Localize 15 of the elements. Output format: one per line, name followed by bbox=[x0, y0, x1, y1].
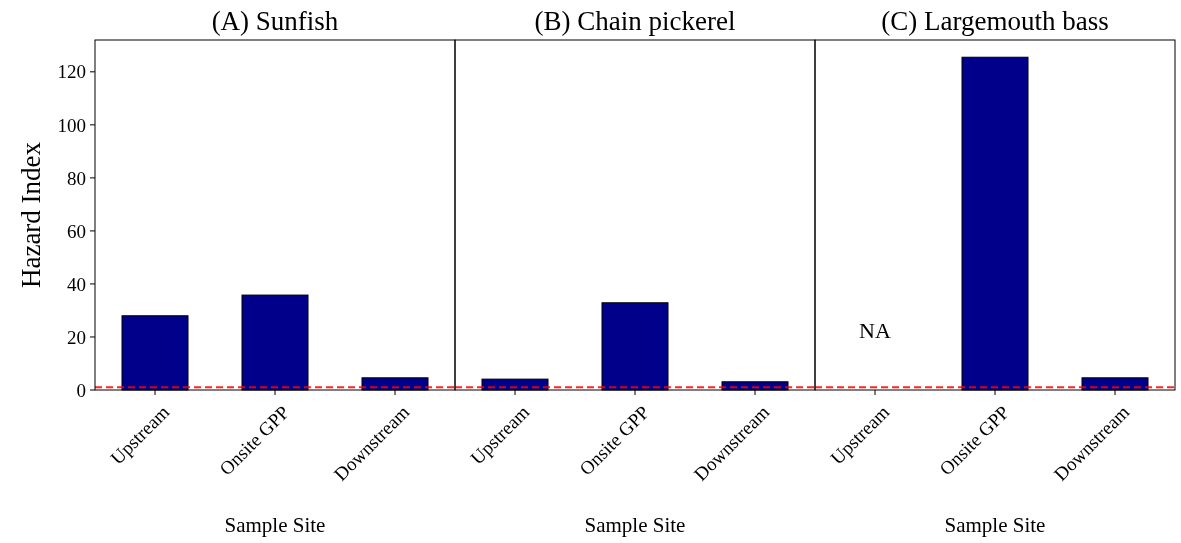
annotation: NA bbox=[859, 318, 891, 343]
x-axis-title: Sample Site bbox=[944, 513, 1046, 537]
y-tick-label: 80 bbox=[67, 167, 86, 189]
x-axis-title: Sample Site bbox=[224, 513, 326, 537]
y-tick-label: 40 bbox=[67, 273, 86, 295]
chart-title: (A) Sunfish bbox=[211, 6, 339, 36]
y-tick-label: 120 bbox=[57, 61, 86, 83]
chart-title: (C) Largemouth bass bbox=[881, 6, 1109, 36]
y-tick-label: 60 bbox=[67, 220, 86, 242]
y-tick-label: 0 bbox=[76, 379, 86, 401]
y-tick-label: 20 bbox=[67, 326, 86, 348]
y-axis-title: Hazard Index bbox=[16, 141, 46, 289]
y-tick-label: 100 bbox=[57, 114, 86, 136]
chart-title: (B) Chain pickerel bbox=[534, 6, 736, 36]
x-axis-title: Sample Site bbox=[584, 513, 686, 537]
